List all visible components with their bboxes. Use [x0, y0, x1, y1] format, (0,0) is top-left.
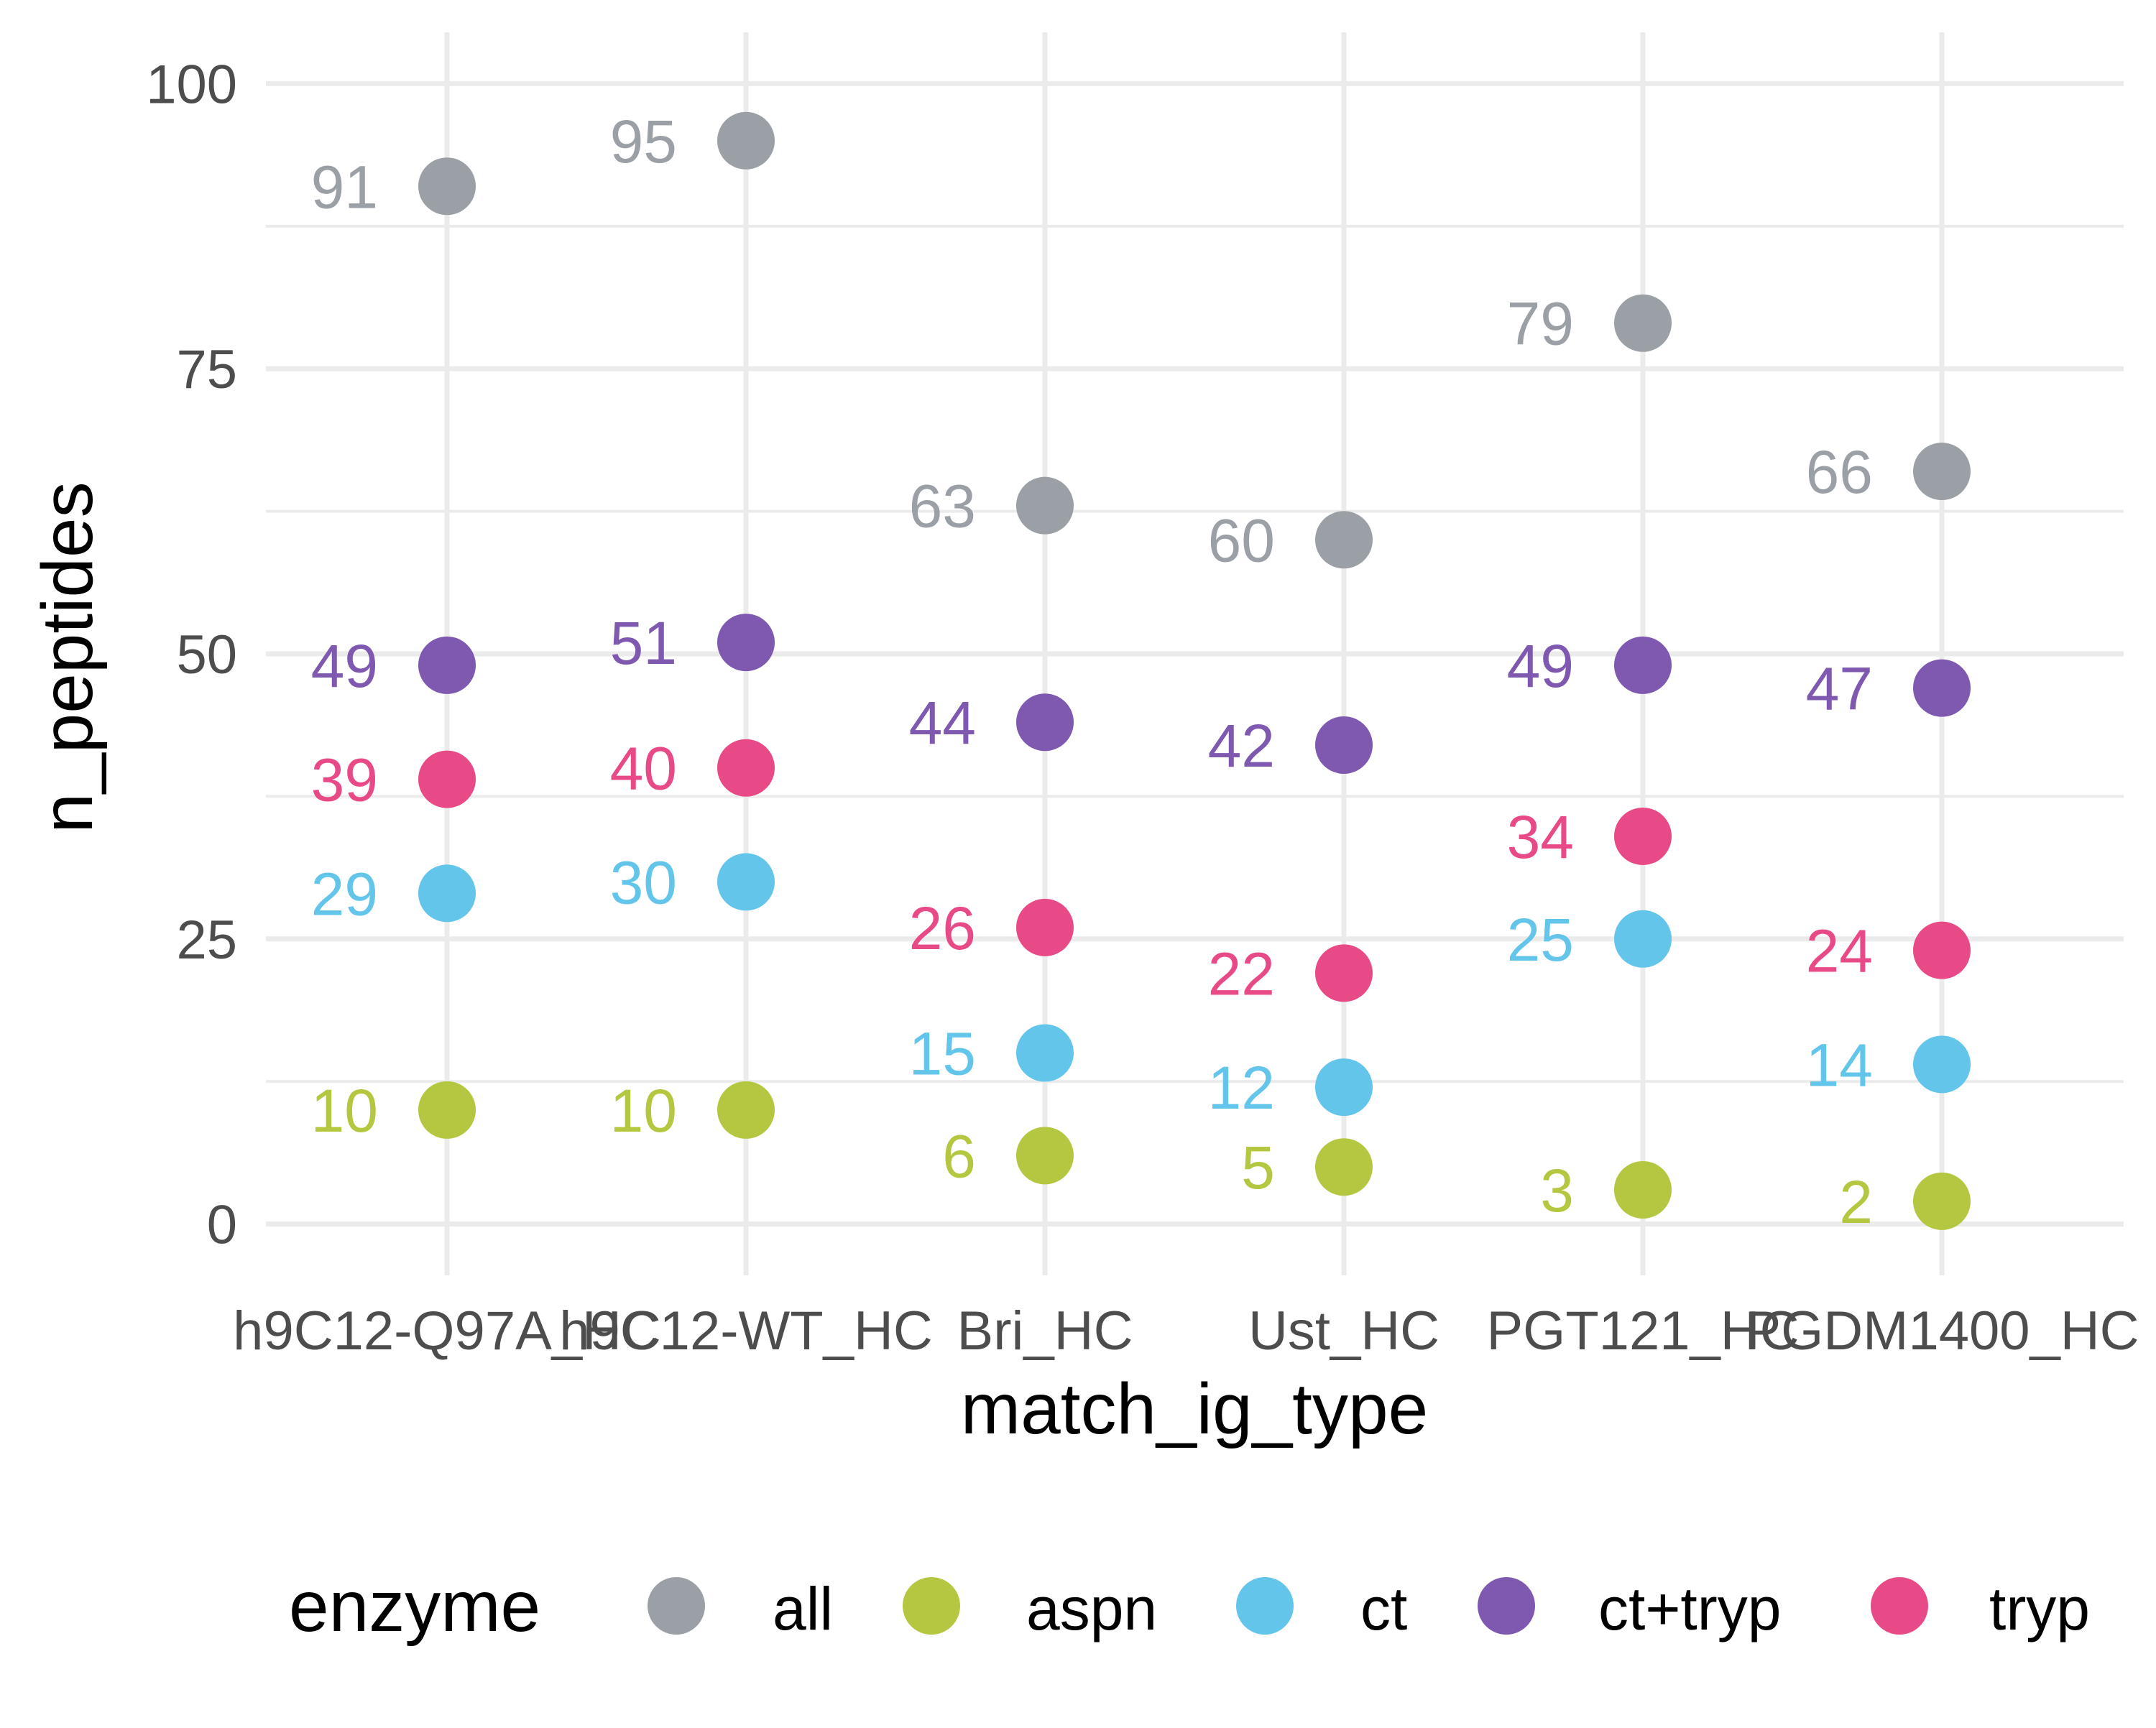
data-label-aspn: 2 — [1839, 1168, 1873, 1236]
data-point-ct — [1913, 1035, 1971, 1094]
data-label-all: 91 — [311, 153, 378, 221]
data-label-all: 66 — [1806, 438, 1873, 506]
legend-key-aspn — [903, 1577, 960, 1635]
data-point-ct — [418, 864, 476, 923]
data-points — [418, 111, 1971, 1230]
y-tick-label: 25 — [176, 910, 237, 971]
x-tick-label: h9C12-Q97A_HC — [233, 1300, 661, 1362]
data-point-tryp — [1614, 807, 1672, 865]
x-tick-label: Ust_HC — [1248, 1300, 1439, 1362]
data-point-tryp — [418, 750, 476, 808]
data-point-ct+tryp — [1016, 693, 1074, 752]
data-label-ct: 15 — [909, 1020, 976, 1088]
data-point-aspn — [1315, 1138, 1373, 1196]
x-axis-title: match_ig_type — [961, 1369, 1428, 1449]
y-tick-label: 50 — [176, 624, 237, 685]
legend-label-ct+tryp: ct+tryp — [1598, 1575, 1781, 1642]
data-point-tryp — [717, 739, 775, 797]
data-labels: 91 95 63 60 79 66 10 10 6 5 3 2 29 30 15 12 25 14 49 51 44 42… — [311, 108, 1873, 1236]
data-point-all — [418, 157, 476, 216]
legend-label-tryp: tryp — [1989, 1575, 2090, 1642]
data-label-aspn: 5 — [1241, 1134, 1275, 1201]
data-point-all — [717, 111, 775, 170]
data-point-ct — [1016, 1024, 1074, 1082]
data-point-ct+tryp — [1315, 716, 1373, 774]
data-point-tryp — [1913, 921, 1971, 979]
data-point-aspn — [1016, 1127, 1074, 1185]
y-tick-label: 75 — [176, 339, 237, 400]
data-label-ct: 14 — [1806, 1031, 1873, 1099]
data-label-ct+tryp: 51 — [610, 609, 677, 677]
x-tick-label: PGT121_HC — [1486, 1300, 1799, 1362]
data-point-ct+tryp — [418, 636, 476, 694]
data-label-ct+tryp: 49 — [311, 632, 378, 700]
data-point-ct — [1614, 910, 1672, 968]
data-label-ct: 29 — [311, 860, 378, 928]
data-point-aspn — [717, 1081, 775, 1139]
legend-label-ct: ct — [1360, 1575, 1407, 1642]
data-point-tryp — [1315, 944, 1373, 1002]
data-label-tryp: 34 — [1507, 803, 1574, 871]
data-label-tryp: 24 — [1806, 918, 1873, 985]
data-point-ct — [717, 853, 775, 911]
data-point-all — [1016, 476, 1074, 535]
legend-key-ct+tryp — [1478, 1577, 1535, 1635]
data-point-ct+tryp — [1614, 636, 1672, 694]
legend-label-aspn: aspn — [1026, 1575, 1157, 1642]
data-point-all — [1614, 294, 1672, 352]
legend-key-tryp — [1871, 1577, 1928, 1635]
data-point-aspn — [1614, 1160, 1672, 1219]
data-label-tryp: 40 — [610, 735, 677, 803]
data-label-all: 63 — [909, 473, 976, 540]
data-label-ct: 30 — [610, 849, 677, 916]
data-label-aspn: 10 — [610, 1077, 677, 1145]
legend-items: all aspn ct ct+tryp tryp — [648, 1575, 2090, 1642]
legend-key-ct — [1236, 1577, 1294, 1635]
data-label-tryp: 26 — [909, 895, 976, 962]
data-point-all — [1913, 443, 1971, 501]
data-label-all: 79 — [1507, 290, 1574, 358]
x-tick-label: Bri_HC — [957, 1300, 1133, 1362]
data-label-ct: 25 — [1507, 906, 1574, 974]
x-tick-label: PGDM1400_HC — [1744, 1300, 2139, 1362]
y-tick-label: 0 — [207, 1195, 237, 1256]
data-label-ct+tryp: 49 — [1507, 632, 1574, 700]
data-label-tryp: 39 — [311, 747, 378, 814]
legend: enzyme all aspn ct ct+tryp tryp — [289, 1566, 2090, 1647]
legend-label-all: all — [773, 1575, 833, 1642]
data-label-aspn: 3 — [1540, 1157, 1574, 1224]
legend-title: enzyme — [289, 1566, 540, 1647]
data-point-aspn — [1913, 1172, 1971, 1230]
data-label-ct+tryp: 42 — [1208, 712, 1275, 780]
y-axis-title: n_peptides — [27, 481, 108, 833]
legend-key-all — [648, 1577, 705, 1635]
data-label-all: 95 — [610, 108, 677, 175]
data-label-tryp: 22 — [1208, 940, 1275, 1007]
data-point-ct+tryp — [1913, 659, 1971, 717]
data-label-all: 60 — [1208, 507, 1275, 574]
data-label-ct+tryp: 44 — [909, 689, 976, 757]
x-tick-label: h9C12-WT_HC — [559, 1300, 932, 1362]
data-label-aspn: 6 — [942, 1122, 976, 1190]
data-point-aspn — [418, 1081, 476, 1139]
y-tick-label: 100 — [146, 54, 237, 115]
data-point-all — [1315, 511, 1373, 569]
data-label-aspn: 10 — [311, 1077, 378, 1145]
data-point-ct — [1315, 1058, 1373, 1117]
data-point-ct+tryp — [717, 614, 775, 672]
data-label-ct+tryp: 47 — [1806, 655, 1873, 723]
data-point-tryp — [1016, 898, 1074, 956]
y-tick-labels: 0 25 50 75 100 — [146, 54, 237, 1255]
data-label-ct: 12 — [1208, 1054, 1275, 1122]
